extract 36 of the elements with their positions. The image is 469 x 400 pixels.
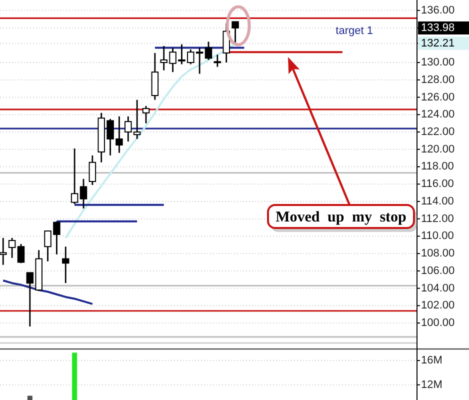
candlestick bbox=[80, 178, 88, 210]
ref-line-label: target 1 bbox=[336, 25, 373, 38]
y-tick-label: 100.00 bbox=[421, 317, 455, 330]
candlestick bbox=[17, 243, 25, 264]
candlestick bbox=[62, 246, 70, 284]
y-tick-label: 118.00 bbox=[421, 160, 454, 173]
y-tick-label: 114.00 bbox=[421, 195, 454, 208]
y-tick-label: 130.00 bbox=[421, 56, 455, 69]
candlestick bbox=[70, 148, 78, 205]
candlestick bbox=[88, 154, 96, 186]
y-tick-label: 108.00 bbox=[421, 248, 455, 260]
annotation: Moved up my stop bbox=[276, 210, 406, 226]
y-tick-label: 112.00 bbox=[421, 212, 454, 225]
candlestick bbox=[8, 237, 16, 259]
y-tick-label: 122.00 bbox=[421, 126, 455, 138]
y-tick-label: 106.00 bbox=[421, 264, 455, 277]
line-series bbox=[2, 279, 94, 305]
y-tick-label: 133.98 bbox=[421, 22, 455, 34]
y-tick-label: 116.00 bbox=[421, 178, 454, 190]
candlestick bbox=[142, 105, 150, 124]
y-tick-label: 120.00 bbox=[421, 143, 455, 156]
y-tick-label: 110.00 bbox=[421, 230, 454, 242]
y-tick-label: 124.00 bbox=[421, 108, 455, 121]
candlestick bbox=[214, 54, 222, 68]
y-tick-label: 126.00 bbox=[421, 91, 455, 104]
candlestick bbox=[204, 40, 212, 61]
candlestick bbox=[232, 21, 239, 45]
y-tick-label: 104.00 bbox=[421, 282, 455, 294]
candlestick bbox=[151, 52, 159, 101]
candlestick bbox=[0, 237, 7, 266]
y-tick-label: 136.00 bbox=[421, 4, 455, 16]
y-tick-label: 102.00 bbox=[421, 300, 455, 312]
y-tick-label: 128.00 bbox=[421, 74, 455, 86]
y-tick-label: 132.21 bbox=[421, 37, 455, 50]
y-tick-label: 16M bbox=[421, 354, 442, 367]
y-tick-label: 12M bbox=[421, 378, 442, 391]
